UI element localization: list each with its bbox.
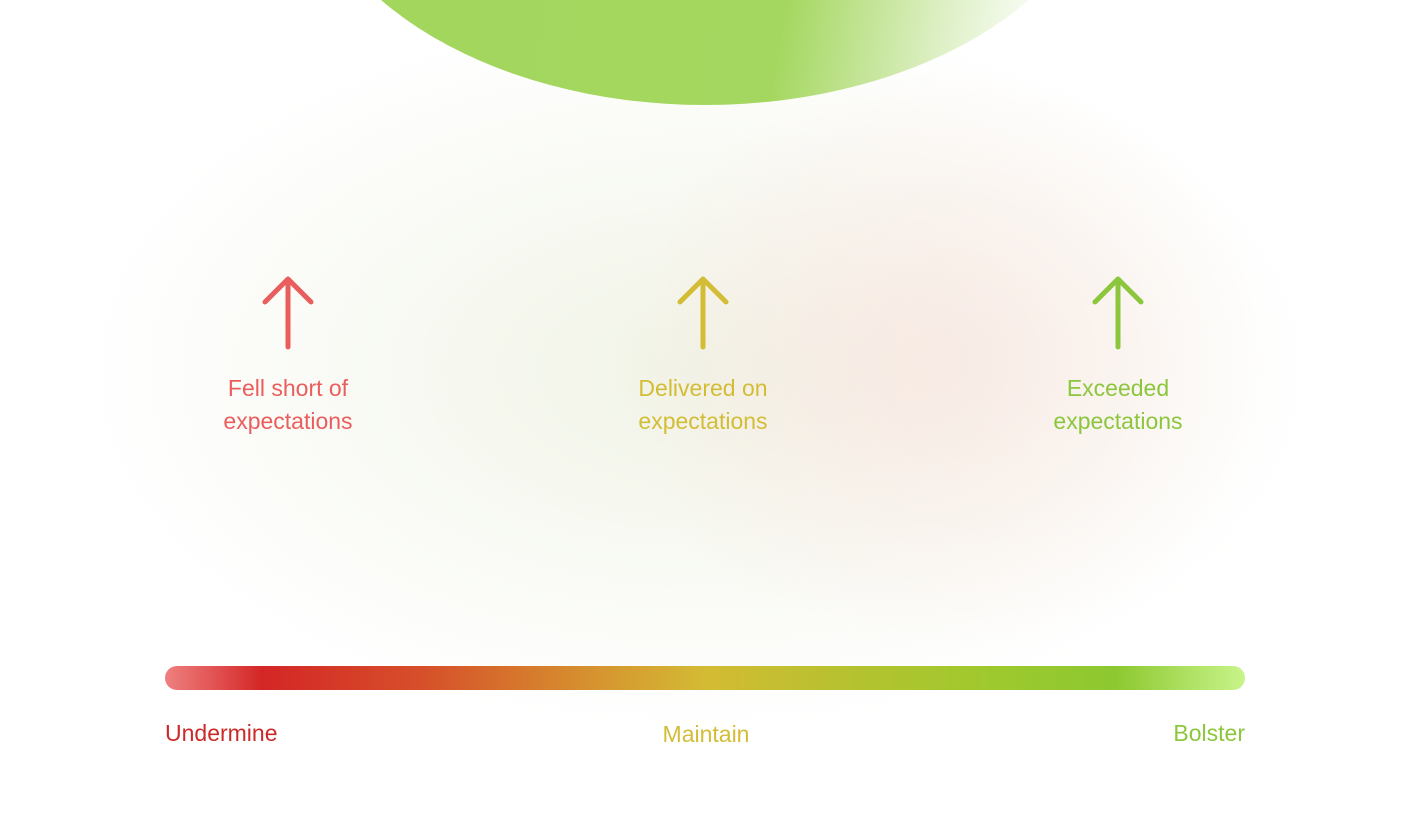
arrow-up-icon: [677, 276, 729, 350]
scale-label-undermine: Undermine: [165, 720, 278, 746]
decorative-green-blob: [300, 0, 1110, 105]
gradient-scale-bar: [165, 666, 1245, 690]
outcome-label: Delivered on expectations: [638, 375, 768, 434]
arrow-up-icon: [1092, 276, 1144, 350]
outcome-label: Exceeded expectations: [1053, 375, 1183, 434]
arrow-up-icon: [262, 276, 314, 350]
outcome-exceeded: Exceeded expectations: [988, 272, 1248, 438]
scale-label-maintain: Maintain: [662, 721, 750, 747]
outcome-fell-short: Fell short of expectations: [158, 272, 418, 438]
outcome-label: Fell short of expectations: [223, 375, 353, 434]
scale-label-bolster: Bolster: [1173, 720, 1245, 746]
outcome-delivered: Delivered on expectations: [573, 272, 833, 438]
